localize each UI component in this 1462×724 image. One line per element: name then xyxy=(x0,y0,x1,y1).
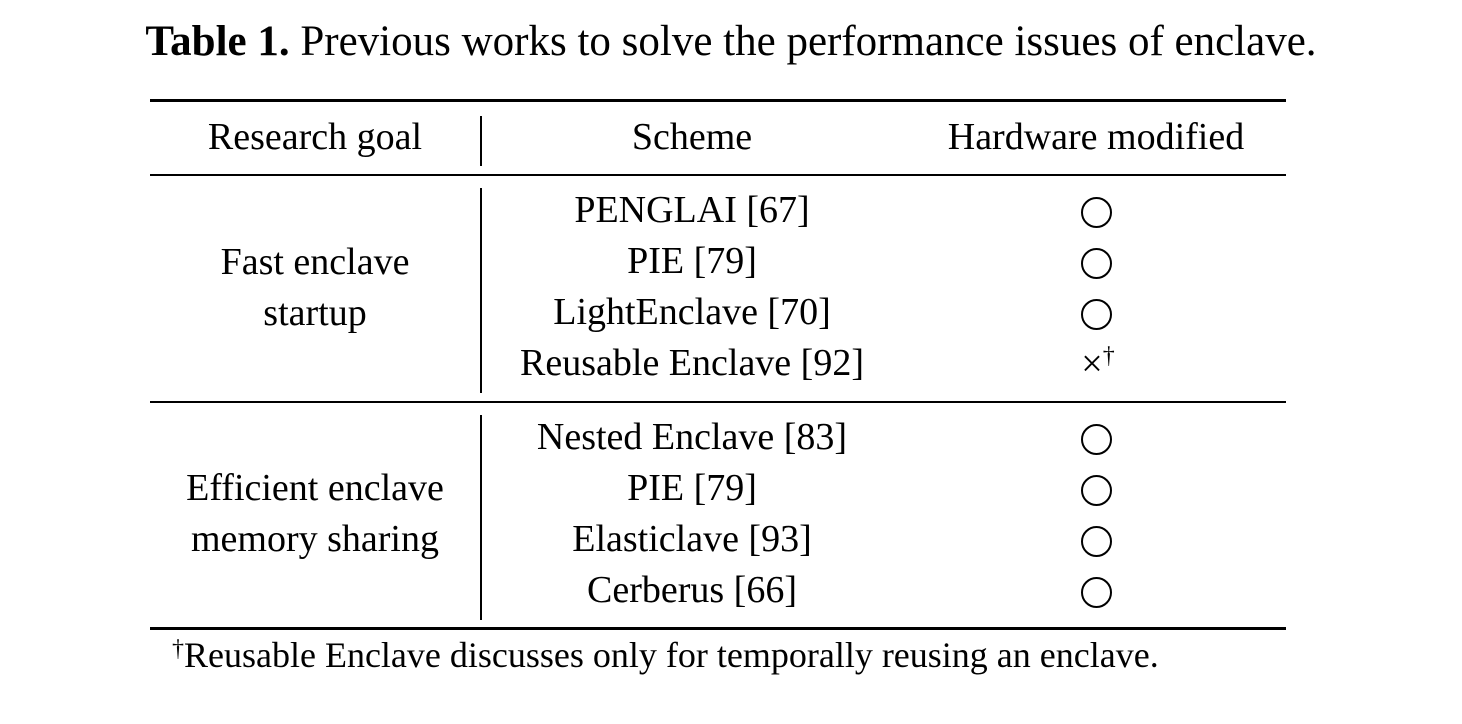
hardware-modified-cell xyxy=(1070,516,1122,566)
scheme-cell: Elasticlave [93] xyxy=(572,518,812,560)
goal-line: memory sharing xyxy=(190,518,439,560)
scheme-cell: Nested Enclave [83] xyxy=(536,416,848,458)
hardware-modified-cell xyxy=(1070,187,1122,237)
circle-icon xyxy=(1080,196,1112,228)
bottom-rule xyxy=(150,627,1286,630)
group-1-research-goal: Fast enclave startup xyxy=(150,237,480,339)
goal-line: Fast enclave xyxy=(220,241,410,283)
footnote-text: Reusable Enclave discusses only for temp… xyxy=(184,635,1159,675)
scheme-cell: PIE [79] xyxy=(627,467,757,509)
group-1-divider xyxy=(480,188,482,393)
caption-label: Table 1. xyxy=(145,18,290,65)
header-rule xyxy=(150,174,1286,176)
hardware-modified-cell xyxy=(1070,567,1122,617)
scheme-cell: LightEnclave [70] xyxy=(553,291,831,333)
circle-icon xyxy=(1080,525,1112,557)
group-2-divider xyxy=(480,415,482,620)
header-hardware-modified: Hardware modified xyxy=(947,116,1245,158)
cross-icon: ×† xyxy=(1081,339,1114,389)
top-rule xyxy=(150,99,1286,102)
goal-line: startup xyxy=(263,292,367,334)
dagger-mark: † xyxy=(1102,343,1115,369)
caption-text: Previous works to solve the performance … xyxy=(300,18,1317,65)
header-scheme: Scheme xyxy=(631,116,753,158)
header-divider xyxy=(480,116,482,166)
circle-icon xyxy=(1080,474,1112,506)
hardware-modified-cell xyxy=(1070,465,1122,515)
scheme-cell: Cerberus [66] xyxy=(587,569,797,611)
group-separator-rule xyxy=(150,401,1286,403)
scheme-cell: PENGLAI [67] xyxy=(574,189,810,231)
table-caption: Table 1. Previous works to solve the per… xyxy=(0,14,1462,70)
hardware-modified-cell xyxy=(1070,238,1122,288)
table-footnote: †Reusable Enclave discusses only for tem… xyxy=(172,630,1159,680)
header-research-goal: Research goal xyxy=(207,116,423,158)
circle-icon xyxy=(1080,576,1112,608)
group-2-research-goal: Efficient enclave memory sharing xyxy=(150,463,480,565)
circle-icon xyxy=(1080,298,1112,330)
circle-icon xyxy=(1080,423,1112,455)
hardware-modified-cell xyxy=(1070,414,1122,464)
circle-icon xyxy=(1080,247,1112,279)
scheme-cell: Reusable Enclave [92] xyxy=(520,342,864,384)
footnote-dagger: † xyxy=(172,636,184,662)
goal-line: Efficient enclave xyxy=(186,467,444,509)
hardware-modified-cell xyxy=(1070,289,1122,339)
hardware-modified-cell: ×† xyxy=(1070,339,1122,389)
scheme-cell: PIE [79] xyxy=(627,240,757,282)
cross-mark: × xyxy=(1081,343,1103,385)
